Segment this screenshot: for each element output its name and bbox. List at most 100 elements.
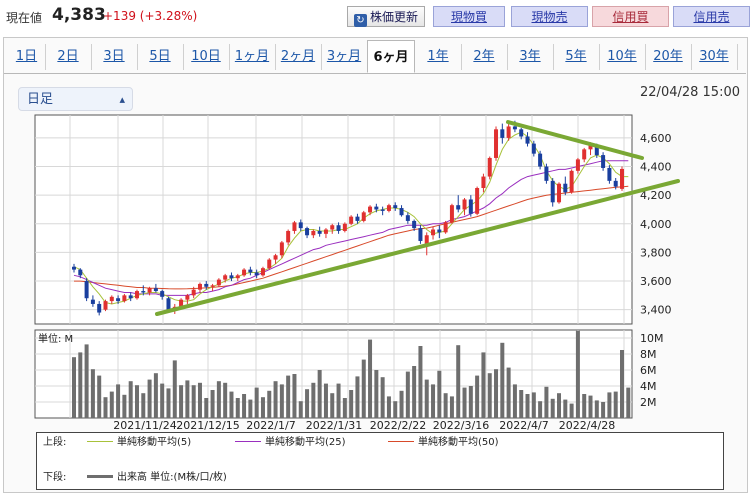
candle-body [575,159,580,171]
cash-sell-button[interactable]: 現物売 [511,6,588,27]
candle-body [153,288,158,292]
volume-bar [191,385,196,418]
tab-16[interactable]: 30年 [691,44,738,70]
volume-bar [204,398,209,418]
candle-body [191,289,196,296]
margin-sell-button[interactable]: 信用売 [673,6,750,27]
volume-bar [72,357,76,418]
volume-bar [588,395,593,418]
tab-9[interactable]: 6ヶ月 [367,40,415,73]
tab-11[interactable]: 2年 [461,44,508,70]
volume-bar [462,387,467,418]
candle-body [582,149,587,160]
volume-bar [267,390,272,418]
candle-body [223,275,228,280]
candle-body [216,279,221,286]
candle-body [141,291,146,293]
resistance-trendline [506,120,644,160]
tab-10[interactable]: 1年 [415,44,462,70]
volume-bar [122,394,127,418]
candle-body [210,285,215,287]
candle-body [122,295,127,302]
candle-body [487,157,492,177]
legend-ma5: 単純移動平均(5) [87,436,191,450]
tab-4[interactable]: 5日 [137,44,184,70]
volume-bar [594,400,599,418]
candle-body [166,298,171,310]
volume-bar [557,393,562,418]
candle-body [197,283,202,290]
candle-body [298,222,303,229]
tab-5[interactable]: 10日 [183,44,230,70]
candle-body [72,266,76,270]
price-tick-label: 3,400 [640,304,672,317]
ma50-line [74,185,629,290]
candle-body [229,275,234,279]
candle-body [620,168,624,189]
tab-7[interactable]: 2ヶ月 [275,44,322,70]
volume-bar [475,375,480,418]
volume-bar [538,401,543,418]
margin-buy-button[interactable]: 信用買 [592,6,669,27]
volume-bar [418,346,423,418]
tab-1[interactable]: 1日 [8,44,46,70]
volume-bar [519,390,524,418]
legend-volume-label: 出来高 単位:(M株/口/枚) [117,472,227,483]
volume-bar [292,374,297,418]
volume-bar [494,369,499,418]
candle-body [311,230,316,236]
tab-3[interactable]: 3日 [91,44,138,70]
volume-bar [279,384,284,418]
volume-bar [569,403,574,418]
volume-bar [399,390,404,418]
volume-bar [254,387,259,418]
volume-bar [620,350,624,418]
volume-bar [607,392,612,418]
candle-body [512,126,517,130]
volume-bar [273,381,278,418]
refresh-price-button[interactable]: ↻ 株価更新 [347,6,425,27]
tab-8[interactable]: 3ヶ月 [321,44,368,70]
volume-bar [412,366,417,418]
volume-bar [355,376,360,418]
candle-body [147,288,152,293]
volume-bar [468,386,473,418]
cash-buy-button[interactable]: 現物買 [433,6,505,27]
legend-upper-label: 上段: [43,437,67,448]
volume-bar [179,385,184,418]
chart-legend: 上段: 単純移動平均(5) 単純移動平均(25) 単純移動平均(50) 下段: … [36,432,724,490]
x-tick-label: 2022/4/7 [499,419,548,432]
tab-2[interactable]: 2日 [45,44,92,70]
tab-6[interactable]: 1ヶ月 [229,44,276,70]
tab-14[interactable]: 10年 [599,44,646,70]
volume-bar [248,399,253,418]
volume-bar [323,383,328,418]
candle-body [323,229,328,234]
volume-bar [166,388,171,418]
candle-body [525,136,530,144]
volume-bar [216,381,221,418]
legend-upper-row: 上段: 単純移動平均(5) 単純移動平均(25) 単純移動平均(50) [43,436,713,450]
volume-bar [626,387,631,418]
candle-body [368,206,373,213]
volume-bar [229,391,234,418]
candle-body [449,205,454,223]
tab-13[interactable]: 5年 [553,44,600,70]
volume-bar [185,380,190,418]
candle-period-value: 日足 [27,92,54,107]
tab-15[interactable]: 20年 [645,44,692,70]
x-tick-label: 2022/2/22 [370,419,426,432]
price-tick-label: 4,000 [640,218,672,231]
x-tick-label: 2022/4/28 [559,419,615,432]
volume-bar [575,330,580,418]
volume-bar [286,375,291,418]
volume-tick-label: 4M [640,380,657,393]
tab-12[interactable]: 3年 [507,44,554,70]
candle-body [204,283,209,287]
candle-period-select[interactable]: 日足 ▴ [18,87,133,111]
ma5-line [73,131,629,305]
volume-tick-label: 8M [640,348,657,361]
candle-body [431,229,436,236]
candle-body [342,223,347,231]
volume-bar [298,401,303,418]
